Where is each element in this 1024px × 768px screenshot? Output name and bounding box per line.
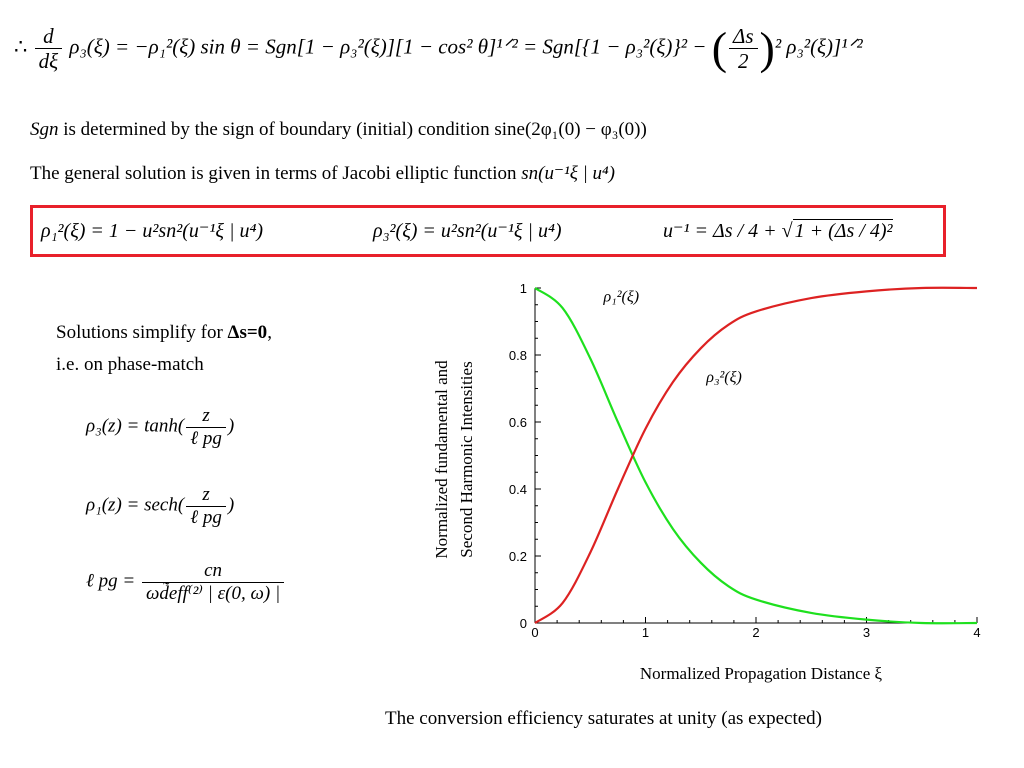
lpg-numerator: cn <box>142 560 285 583</box>
sgn-label: Sgn <box>30 119 59 140</box>
simplify-text: Solutions simplify for <box>56 322 228 343</box>
boxed-sqrt-body: 1 + (Δs / 4)² <box>792 219 893 242</box>
rho1-curve-label: ρ₁²(ξ) <box>603 288 640 305</box>
y-tick-label: 0.4 <box>509 482 527 497</box>
top-equation-tail: ² ρ₃²(ξ)]¹ᐟ² <box>774 34 863 59</box>
x-tick-label: 4 <box>973 625 980 640</box>
lpg-lhs: ℓ pg = <box>86 570 140 592</box>
boxed-rho3: ρ₃²(ξ) = u²sn²(u⁻¹ξ | u⁴) <box>373 220 562 242</box>
y-axis-title-line-2: Second Harmonic Intensities <box>457 361 476 557</box>
second-harmonic-intensity-line <box>534 286 978 624</box>
rho3-denominator: ℓ pg <box>190 427 222 449</box>
derivative-fraction: d dξ <box>34 24 63 74</box>
y-tick-label: 1 <box>520 281 527 296</box>
y-tick-label: 0.6 <box>509 415 527 430</box>
lpg-fraction: cn ωd̃eff⁽²⁾ | ε(0, ω) | <box>142 560 285 605</box>
delta-s-numerator: Δs <box>729 24 758 50</box>
rho1-rhs: ) <box>227 494 235 516</box>
general-solution-line: The general solution is given in terms o… <box>30 162 615 185</box>
boxed-u-inverse: u⁻¹ = Δs / 4 + √ 1 + (Δs / 4)² <box>663 219 893 242</box>
rho1-fraction: z ℓ pg <box>186 484 226 529</box>
x-tick-label: 3 <box>863 625 870 640</box>
rho1-denominator: ℓ pg <box>190 506 222 528</box>
sgn-description: Sgn is determined by the sign of boundar… <box>30 119 647 141</box>
rho3-curve-label: ρ₃²(ξ) <box>705 369 742 386</box>
rho1-numerator: z <box>186 484 226 507</box>
x-tick-label: 1 <box>642 625 649 640</box>
x-axis-title: Normalized Propagation Distance ξ <box>640 664 883 683</box>
rho1-formula: ρ₁(z) = sech( z ℓ pg ) <box>86 484 234 529</box>
x-tick-label: 0 <box>531 625 538 640</box>
rho3-lhs: ρ₃(z) = tanh( <box>86 415 185 437</box>
chart-series <box>534 286 978 625</box>
lpg-formula: ℓ pg = cn ωd̃eff⁽²⁾ | ε(0, ω) | <box>86 560 286 605</box>
rho1-lhs: ρ₁(z) = sech( <box>86 494 185 516</box>
general-solution-text: The general solution is given in terms o… <box>30 163 522 184</box>
boxed-rho1: ρ₁²(ξ) = 1 − u²sn²(u⁻¹ξ | u⁴) <box>41 220 264 242</box>
simplify-comma: , <box>267 322 272 343</box>
right-paren-big: ) <box>759 22 775 74</box>
y-tick-label: 0 <box>520 616 527 631</box>
rho3-numerator: z <box>186 405 226 428</box>
rho3-fraction: z ℓ pg <box>186 405 226 450</box>
derivative-denominator: dξ <box>38 49 59 74</box>
top-equation: ∴ d dξ ρ₃(ξ) = −ρ₁²(ξ) sin θ = Sgn[1 − ρ… <box>14 24 863 73</box>
boxed-u-inverse-lhs: u⁻¹ = Δs / 4 + <box>663 220 782 242</box>
chart-labels: ρ₁²(ξ) ρ₃²(ξ) Normalized Propagation Dista… <box>432 288 883 683</box>
y-axis-title-line-1: Normalized fundamental and <box>432 360 451 559</box>
phase-match-line: i.e. on phase-match <box>56 354 204 375</box>
boxed-solution: ρ₁²(ξ) = 1 − u²sn²(u⁻¹ξ | u⁴) ρ₃²(ξ) = u… <box>30 205 946 257</box>
phase-match-condition: Δs=0 <box>227 322 268 343</box>
chart-caption: The conversion efficiency saturates at u… <box>385 708 822 729</box>
intensity-chart: 0 1 2 3 4 0 0.2 0.4 0.6 0.8 1 ρ₁²(ξ) ρ₃²(ξ) Normaliz… <box>432 281 981 683</box>
rho3-rhs: ) <box>227 415 235 437</box>
derivative-numerator: d <box>34 24 63 50</box>
delta-s-denominator: 2 <box>738 49 749 74</box>
left-paren-big: ( <box>711 22 728 74</box>
y-tick-label: 0.8 <box>509 348 527 363</box>
fundamental-intensity-line <box>534 287 978 625</box>
lpg-denominator: ωd̃eff⁽²⁾ | ε(0, ω) | <box>146 582 281 604</box>
y-tick-label: 0.2 <box>509 549 527 564</box>
delta-s-fraction: Δs 2 <box>729 24 758 73</box>
sgn-text: is determined by the sign of boundary (i… <box>58 119 647 140</box>
top-equation-body: ρ₃(ξ) = −ρ₁²(ξ) sin θ = Sgn[1 − ρ₃²(ξ)][… <box>69 34 712 59</box>
jacobi-function: sn(u⁻¹ξ | u⁴) <box>521 163 615 184</box>
rho3-formula: ρ₃(z) = tanh( z ℓ pg ) <box>86 405 234 450</box>
therefore-symbol: ∴ <box>14 34 33 59</box>
x-tick-label: 2 <box>752 625 759 640</box>
simplify-line: Solutions simplify for Δs=0, <box>56 322 272 344</box>
chart-axes: 0 1 2 3 4 0 0.2 0.4 0.6 0.8 1 <box>509 281 981 640</box>
